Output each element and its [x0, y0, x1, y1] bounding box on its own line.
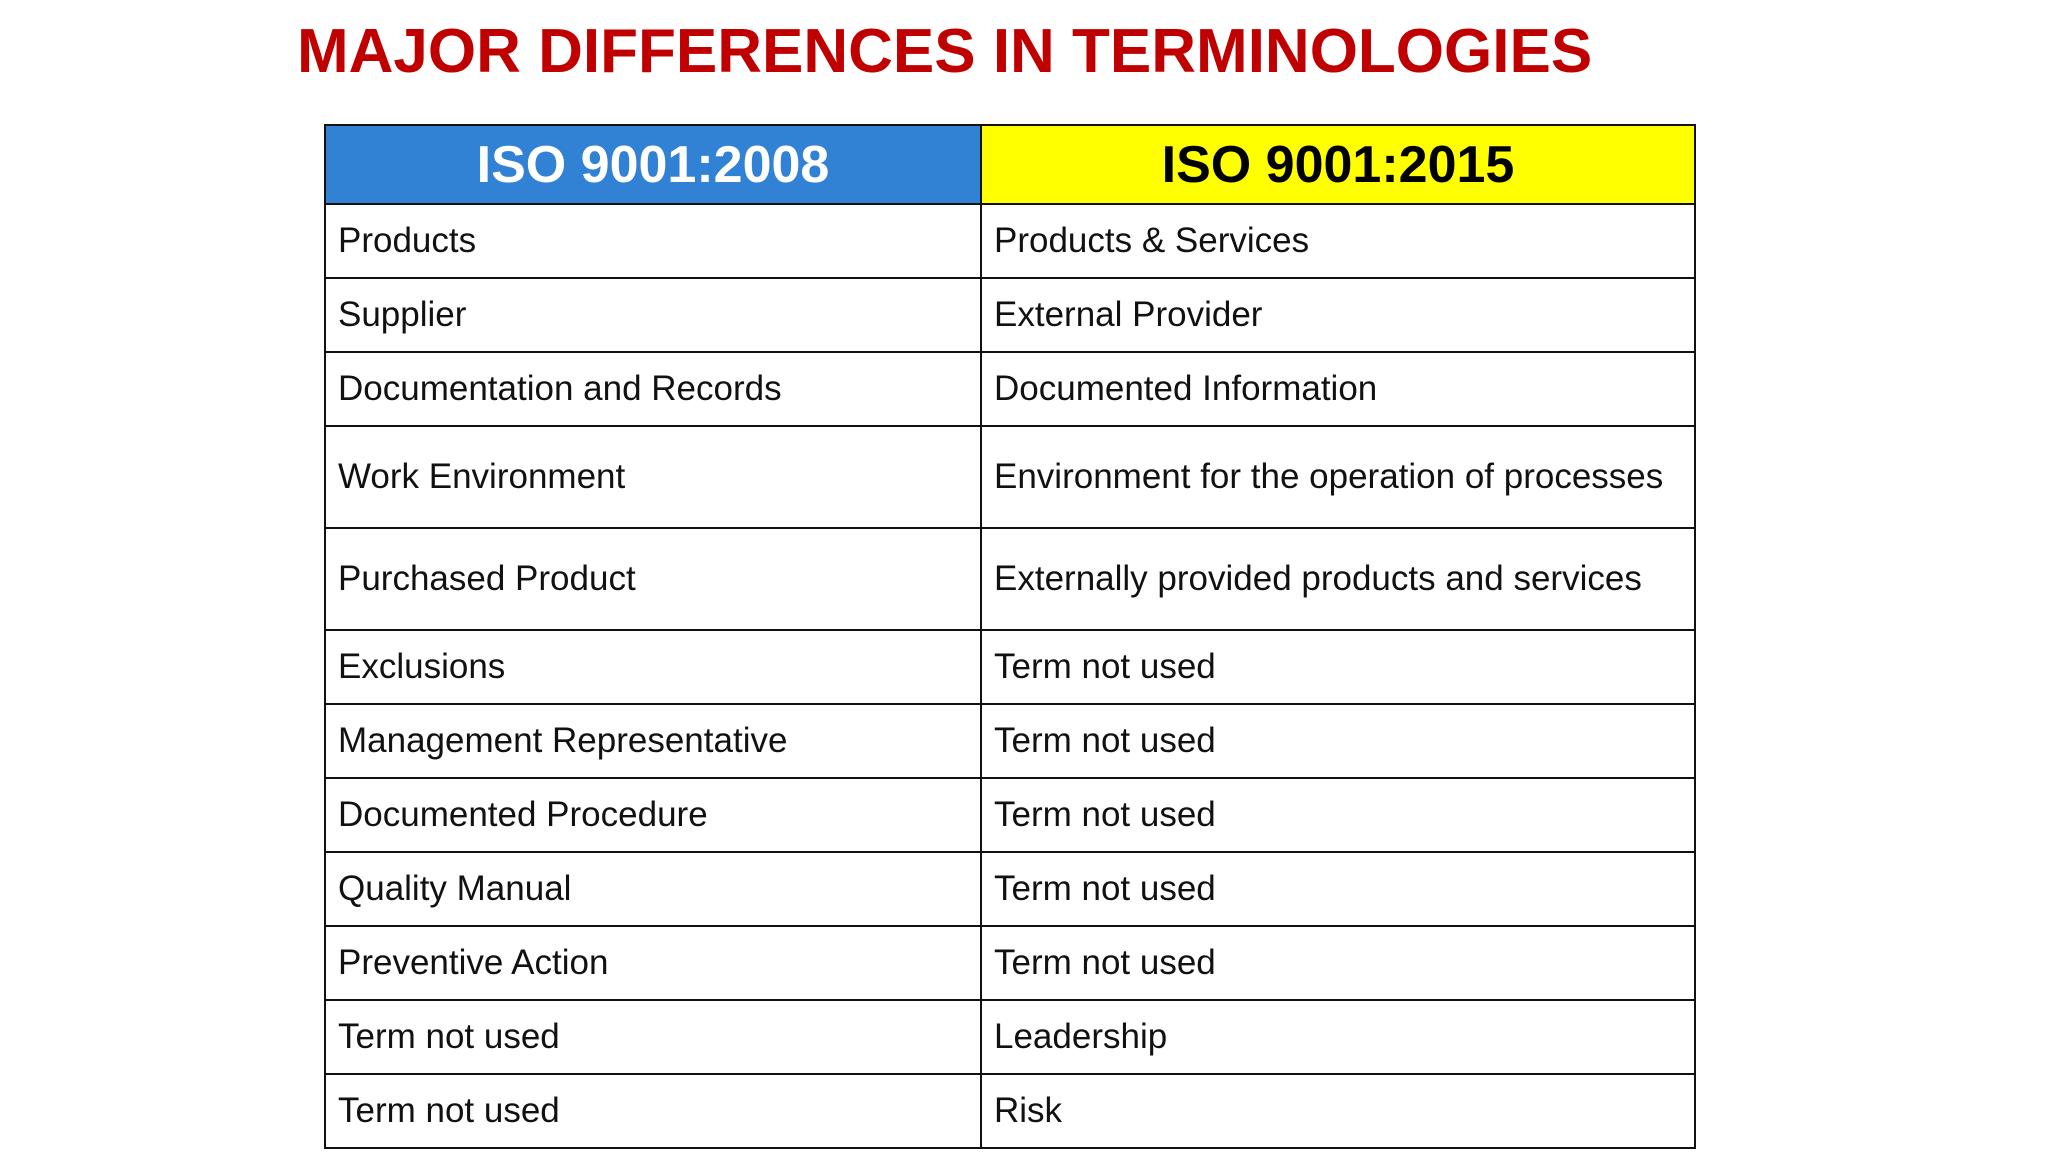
- table-row: Exclusions Term not used: [324, 629, 1696, 705]
- table-row: Documented Procedure Term not used: [324, 777, 1696, 853]
- new-term-cell: Risk: [980, 1073, 1696, 1149]
- old-term-cell: Term not used: [324, 999, 982, 1075]
- new-term-cell: Products & Services: [980, 203, 1696, 279]
- old-term-cell: Supplier: [324, 277, 982, 353]
- old-term-cell: Management Representative: [324, 703, 982, 779]
- new-term-cell: Term not used: [980, 851, 1696, 927]
- new-term-cell: Term not used: [980, 629, 1696, 705]
- table-row: Purchased Product Externally provided pr…: [324, 527, 1696, 631]
- old-term-cell: Term not used: [324, 1073, 982, 1149]
- old-term-cell: Work Environment: [324, 425, 982, 529]
- slide-title: MAJOR DIFFERENCES IN TERMINOLOGIES: [297, 17, 1593, 86]
- new-term-cell: Term not used: [980, 925, 1696, 1001]
- old-term-cell: Products: [324, 203, 982, 279]
- old-term-cell: Preventive Action: [324, 925, 982, 1001]
- table-row: Work Environment Environment for the ope…: [324, 425, 1696, 529]
- old-term-cell: Documentation and Records: [324, 351, 982, 427]
- table-row: Documentation and Records Documented Inf…: [324, 351, 1696, 427]
- table-row: Term not used Risk: [324, 1073, 1696, 1149]
- old-term-cell: Quality Manual: [324, 851, 982, 927]
- new-term-cell: Term not used: [980, 777, 1696, 853]
- new-term-cell: Leadership: [980, 999, 1696, 1075]
- old-term-cell: Exclusions: [324, 629, 982, 705]
- table-row: Products Products & Services: [324, 203, 1696, 279]
- table-row: Management Representative Term not used: [324, 703, 1696, 779]
- old-term-cell: Documented Procedure: [324, 777, 982, 853]
- table-header-row: ISO 9001:2008 ISO 9001:2015: [324, 124, 1696, 205]
- new-term-cell: Term not used: [980, 703, 1696, 779]
- old-term-cell: Purchased Product: [324, 527, 982, 631]
- new-term-cell: External Provider: [980, 277, 1696, 353]
- table-row: Preventive Action Term not used: [324, 925, 1696, 1001]
- terminology-table: ISO 9001:2008 ISO 9001:2015 Products Pro…: [324, 124, 1696, 1149]
- table-row: Supplier External Provider: [324, 277, 1696, 353]
- new-term-cell: Externally provided products and service…: [980, 527, 1696, 631]
- new-term-cell: Documented Information: [980, 351, 1696, 427]
- new-term-cell: Environment for the operation of process…: [980, 425, 1696, 529]
- table-row: Quality Manual Term not used: [324, 851, 1696, 927]
- header-iso-2008: ISO 9001:2008: [324, 124, 982, 205]
- table-row: Term not used Leadership: [324, 999, 1696, 1075]
- header-iso-2015: ISO 9001:2015: [980, 124, 1696, 205]
